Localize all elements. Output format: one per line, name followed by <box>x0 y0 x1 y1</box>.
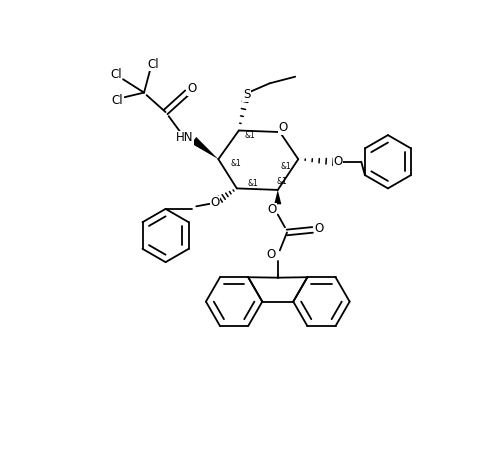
Polygon shape <box>191 137 218 159</box>
Text: O: O <box>267 248 276 261</box>
Text: &1: &1 <box>231 159 242 168</box>
Text: Cl: Cl <box>110 68 122 81</box>
Text: &1: &1 <box>245 130 255 140</box>
Text: S: S <box>243 88 250 101</box>
Text: Cl: Cl <box>111 94 123 107</box>
Text: HN: HN <box>176 131 194 144</box>
Text: Cl: Cl <box>147 58 159 71</box>
Text: O: O <box>211 196 220 209</box>
Text: &1: &1 <box>276 177 287 186</box>
Polygon shape <box>274 190 281 204</box>
Text: O: O <box>314 222 324 235</box>
Text: O: O <box>267 204 276 216</box>
Text: O: O <box>188 83 197 96</box>
Text: &1: &1 <box>248 179 259 188</box>
Text: &1: &1 <box>280 162 291 171</box>
Text: O: O <box>333 155 343 168</box>
Text: O: O <box>279 121 288 134</box>
